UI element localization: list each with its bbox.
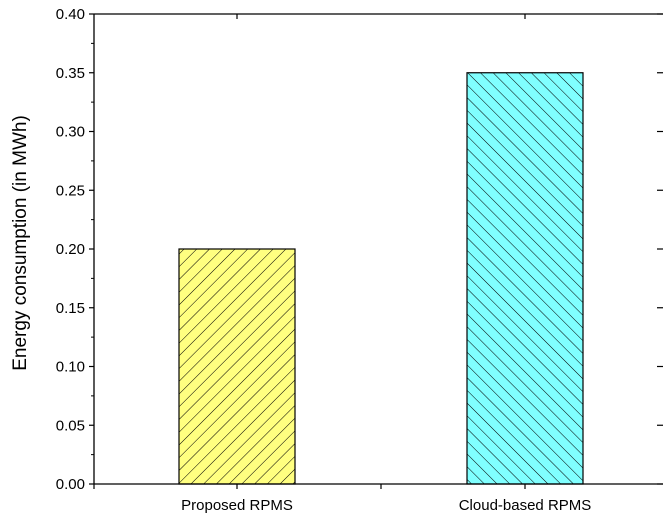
y-tick-label: 0.25: [56, 182, 85, 199]
y-tick-label: 0.20: [56, 241, 85, 258]
y-tick-label: 0.30: [56, 124, 85, 141]
x-tick-label: Cloud-based RPMS: [459, 497, 592, 514]
y-tick-label: 0.15: [56, 300, 85, 317]
bar-cloud-based-rpms: [466, 72, 584, 485]
x-tick-label: Proposed RPMS: [181, 497, 293, 514]
bar-proposed-rpms: [178, 248, 296, 485]
y-tick-label: 0.40: [56, 6, 85, 23]
x-axis-ticks: Proposed RPMS Cloud-based RPMS: [93, 14, 592, 514]
y-tick-label: 0.00: [56, 476, 85, 493]
y-tick-label: 0.35: [56, 65, 85, 82]
bars-group: [178, 72, 584, 485]
y-axis-ticks: 0.00 0.05 0.10 0.15 0.20 0.25 0.30 0.35 0.40: [56, 6, 663, 493]
y-tick-label: 0.10: [56, 359, 85, 376]
y-tick-label: 0.05: [56, 417, 85, 434]
y-axis-title: Energy consumption (in MWh): [10, 115, 31, 371]
